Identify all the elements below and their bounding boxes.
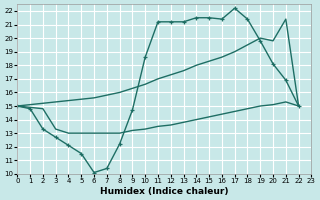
X-axis label: Humidex (Indice chaleur): Humidex (Indice chaleur) xyxy=(100,187,228,196)
